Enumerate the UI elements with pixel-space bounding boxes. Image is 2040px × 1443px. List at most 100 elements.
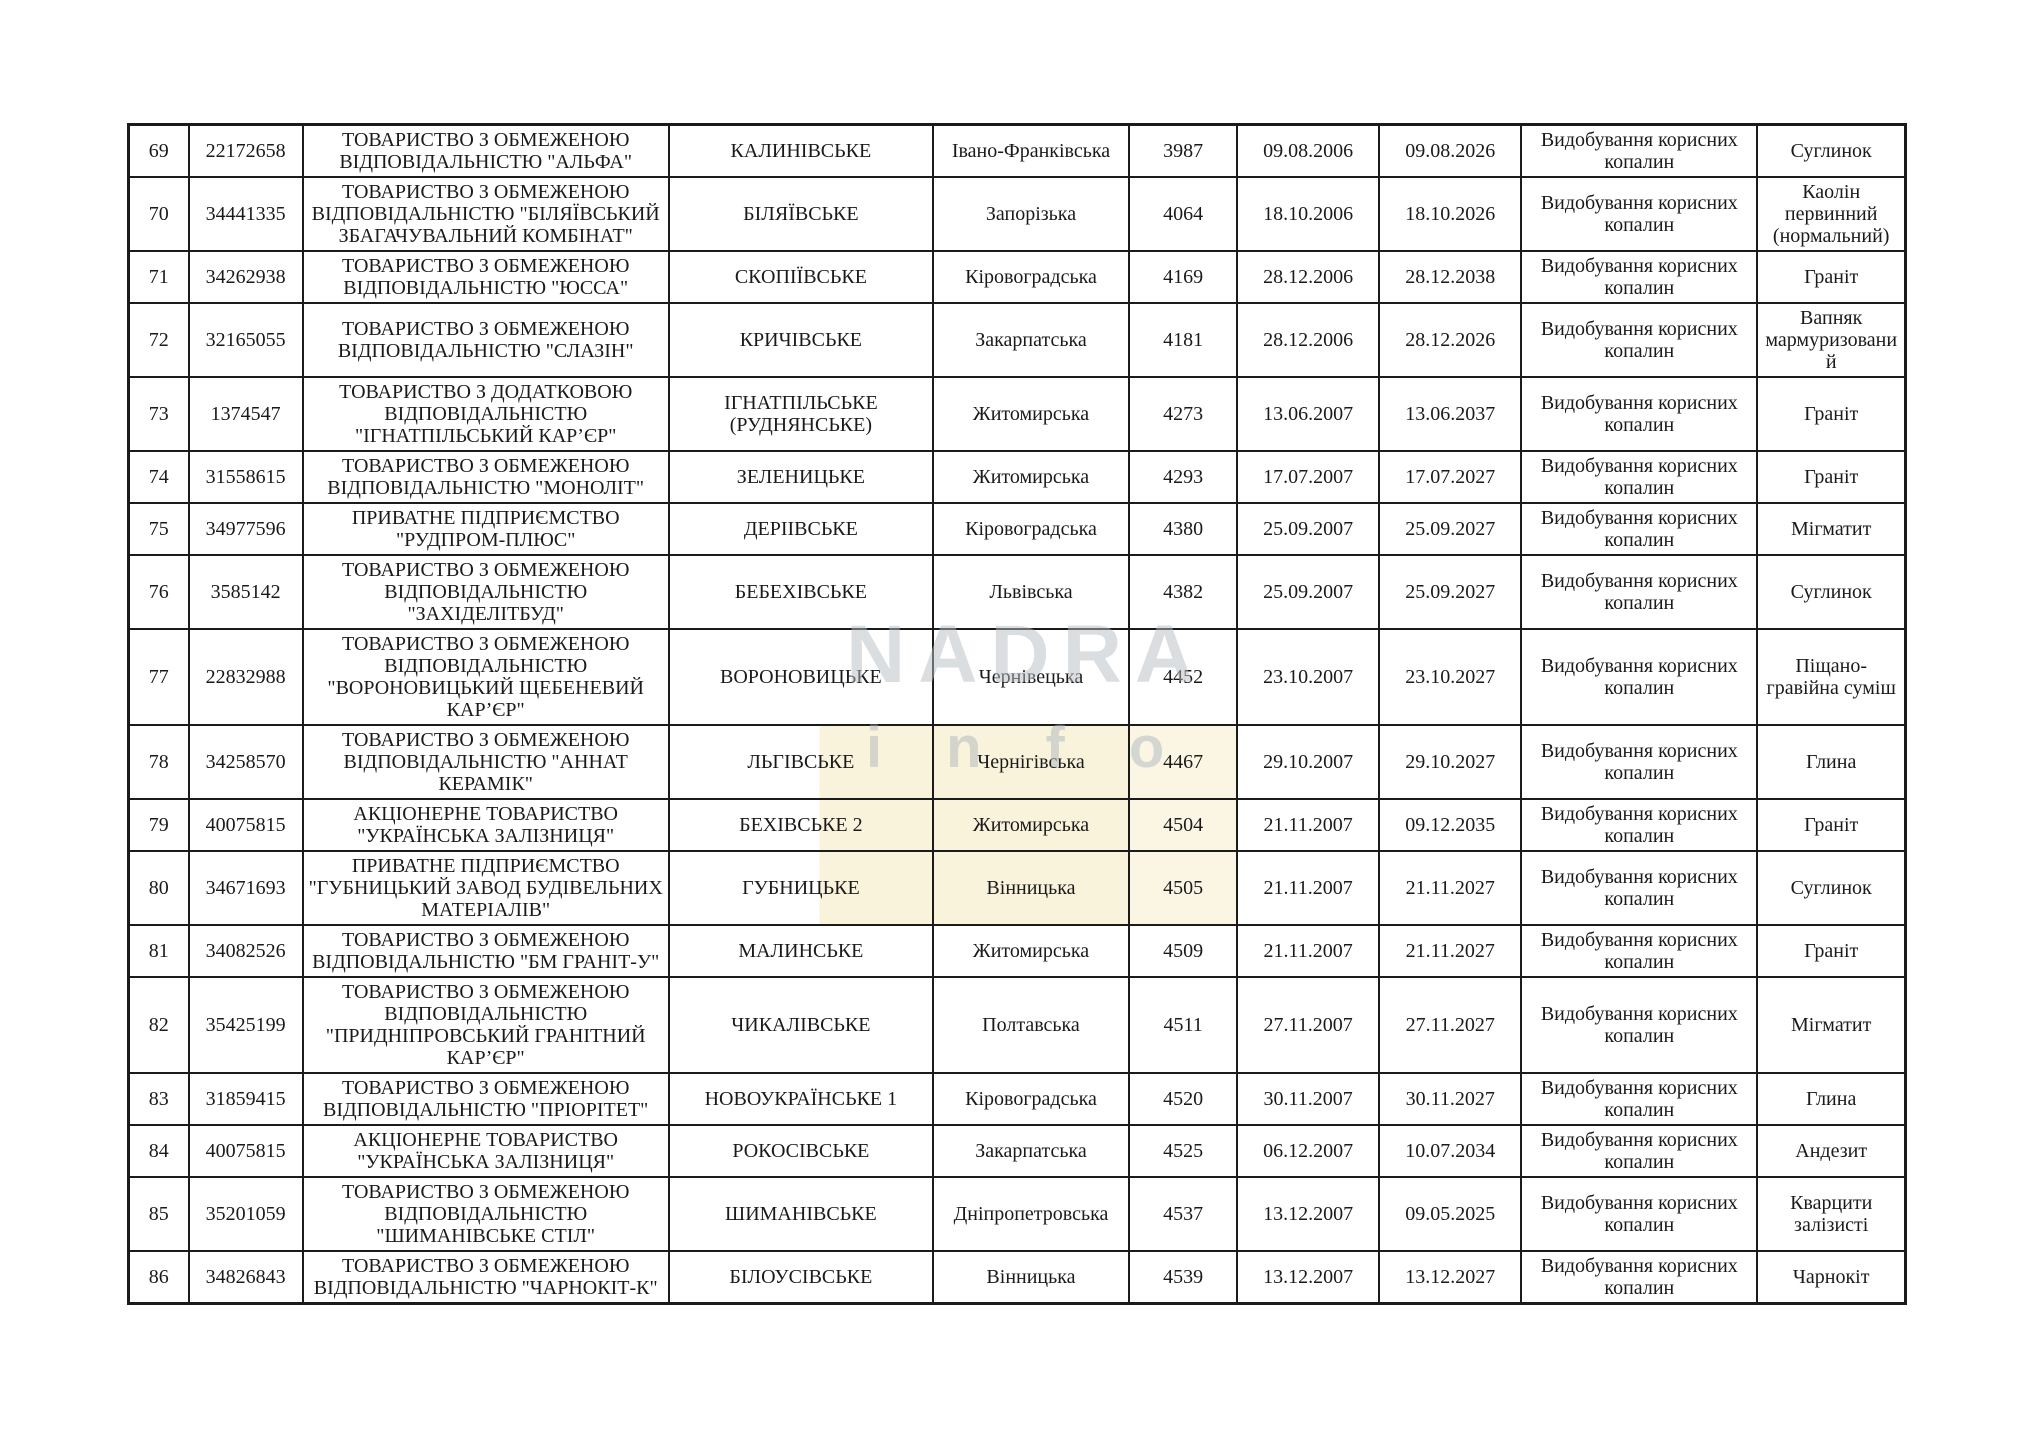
cell-license-number: 4511 [1128, 976, 1239, 1074]
cell-start-date: 13.12.2007 [1236, 1250, 1381, 1305]
cell-deposit-name: БЕБЕХІВСЬКЕ [667, 554, 934, 630]
cell-license-number: 4539 [1128, 1250, 1239, 1305]
cell-end-date: 17.07.2027 [1378, 450, 1523, 504]
cell-region: Житомирська [931, 798, 1131, 852]
cell-end-date: 13.06.2037 [1378, 376, 1523, 452]
cell-mineral: Каолін первинний (нормальний) [1756, 176, 1907, 252]
cell-start-date: 06.12.2007 [1236, 1124, 1381, 1178]
cell-index: 74 [127, 450, 190, 504]
cell-index: 77 [127, 628, 190, 726]
cell-end-date: 30.11.2027 [1378, 1072, 1523, 1126]
cell-company-name: ТОВАРИСТВО З ДОДАТКОВОЮ ВІДПОВІДАЛЬНІСТЮ… [301, 376, 670, 452]
cell-edrpou-code: 40075815 [187, 1124, 304, 1178]
cell-region: Житомирська [931, 450, 1131, 504]
cell-start-date: 21.11.2007 [1236, 850, 1381, 926]
cell-end-date: 23.10.2027 [1378, 628, 1523, 726]
license-registry-table: 69 22172658 ТОВАРИСТВО З ОБМЕЖЕНОЮ ВІДПО… [127, 123, 1907, 1305]
cell-company-name: ТОВАРИСТВО З ОБМЕЖЕНОЮ ВІДПОВІДАЛЬНІСТЮ … [301, 250, 670, 304]
cell-index: 72 [127, 302, 190, 378]
cell-deposit-name: ІГНАТПІЛЬСЬКЕ (РУДНЯНСЬКЕ) [667, 376, 934, 452]
cell-end-date: 10.07.2034 [1378, 1124, 1523, 1178]
cell-region: Житомирська [931, 376, 1131, 452]
cell-purpose: Видобування корисних копалин [1520, 724, 1759, 800]
cell-deposit-name: БІЛЯЇВСЬКЕ [667, 176, 934, 252]
cell-deposit-name: ГУБНИЦЬКЕ [667, 850, 934, 926]
cell-purpose: Видобування корисних копалин [1520, 302, 1759, 378]
cell-edrpou-code: 35201059 [187, 1176, 304, 1252]
cell-purpose: Видобування корисних копалин [1520, 798, 1759, 852]
cell-license-number: 4273 [1128, 376, 1239, 452]
table-row: 85 35201059 ТОВАРИСТВО З ОБМЕЖЕНОЮ ВІДПО… [127, 1176, 1907, 1252]
cell-deposit-name: МАЛИНСЬКЕ [667, 924, 934, 978]
cell-edrpou-code: 22832988 [187, 628, 304, 726]
cell-purpose: Видобування корисних копалин [1520, 924, 1759, 978]
cell-index: 81 [127, 924, 190, 978]
cell-edrpou-code: 34262938 [187, 250, 304, 304]
cell-company-name: ПРИВАТНЕ ПІДПРИЄМСТВО "РУДПРОМ-ПЛЮС" [301, 502, 670, 556]
cell-end-date: 13.12.2027 [1378, 1250, 1523, 1305]
cell-region: Закарпатська [931, 1124, 1131, 1178]
cell-deposit-name: ЧИКАЛІВСЬКЕ [667, 976, 934, 1074]
cell-license-number: 4064 [1128, 176, 1239, 252]
cell-purpose: Видобування корисних копалин [1520, 1176, 1759, 1252]
table-row: 76 3585142 ТОВАРИСТВО З ОБМЕЖЕНОЮ ВІДПОВ… [127, 554, 1907, 630]
cell-edrpou-code: 3585142 [187, 554, 304, 630]
cell-index: 80 [127, 850, 190, 926]
table-row: 83 31859415 ТОВАРИСТВО З ОБМЕЖЕНОЮ ВІДПО… [127, 1072, 1907, 1126]
cell-start-date: 23.10.2007 [1236, 628, 1381, 726]
cell-license-number: 4181 [1128, 302, 1239, 378]
cell-license-number: 4382 [1128, 554, 1239, 630]
cell-company-name: АКЦІОНЕРНЕ ТОВАРИСТВО "УКРАЇНСЬКА ЗАЛІЗН… [301, 1124, 670, 1178]
cell-edrpou-code: 35425199 [187, 976, 304, 1074]
table-row: 80 34671693 ПРИВАТНЕ ПІДПРИЄМСТВО "ГУБНИ… [127, 850, 1907, 926]
cell-deposit-name: ЗЕЛЕНИЦЬКЕ [667, 450, 934, 504]
cell-mineral: Кварцити залізисті [1756, 1176, 1907, 1252]
cell-region: Житомирська [931, 924, 1131, 978]
cell-company-name: АКЦІОНЕРНЕ ТОВАРИСТВО "УКРАЇНСЬКА ЗАЛІЗН… [301, 798, 670, 852]
cell-purpose: Видобування корисних копалин [1520, 976, 1759, 1074]
cell-purpose: Видобування корисних копалин [1520, 850, 1759, 926]
cell-deposit-name: ШИМАНІВСЬКЕ [667, 1176, 934, 1252]
cell-edrpou-code: 22172658 [187, 123, 304, 178]
cell-region: Чернігівська [931, 724, 1131, 800]
cell-index: 85 [127, 1176, 190, 1252]
cell-mineral: Граніт [1756, 924, 1907, 978]
cell-deposit-name: ДЕРІІВСЬКЕ [667, 502, 934, 556]
cell-end-date: 21.11.2027 [1378, 850, 1523, 926]
cell-company-name: ТОВАРИСТВО З ОБМЕЖЕНОЮ ВІДПОВІДАЛЬНІСТЮ … [301, 976, 670, 1074]
cell-edrpou-code: 31859415 [187, 1072, 304, 1126]
cell-start-date: 13.06.2007 [1236, 376, 1381, 452]
cell-end-date: 18.10.2026 [1378, 176, 1523, 252]
cell-license-number: 4509 [1128, 924, 1239, 978]
cell-mineral: Вапняк мармуризований [1756, 302, 1907, 378]
cell-region: Вінницька [931, 850, 1131, 926]
cell-mineral: Граніт [1756, 376, 1907, 452]
cell-region: Івано-Франківська [931, 123, 1131, 178]
cell-deposit-name: СКОПІЇВСЬКЕ [667, 250, 934, 304]
cell-mineral: Андезит [1756, 1124, 1907, 1178]
cell-mineral: Граніт [1756, 798, 1907, 852]
cell-region: Чернівецька [931, 628, 1131, 726]
cell-start-date: 28.12.2006 [1236, 302, 1381, 378]
cell-deposit-name: ЛЬГІВСЬКЕ [667, 724, 934, 800]
cell-index: 69 [127, 123, 190, 178]
cell-start-date: 27.11.2007 [1236, 976, 1381, 1074]
cell-deposit-name: НОВОУКРАЇНСЬКЕ 1 [667, 1072, 934, 1126]
cell-start-date: 17.07.2007 [1236, 450, 1381, 504]
cell-license-number: 4520 [1128, 1072, 1239, 1126]
cell-start-date: 09.08.2006 [1236, 123, 1381, 178]
cell-deposit-name: КАЛИНІВСЬКЕ [667, 123, 934, 178]
cell-purpose: Видобування корисних копалин [1520, 250, 1759, 304]
cell-edrpou-code: 32165055 [187, 302, 304, 378]
cell-index: 78 [127, 724, 190, 800]
cell-end-date: 09.08.2026 [1378, 123, 1523, 178]
table-row: 73 1374547 ТОВАРИСТВО З ДОДАТКОВОЮ ВІДПО… [127, 376, 1907, 452]
cell-start-date: 21.11.2007 [1236, 924, 1381, 978]
cell-start-date: 25.09.2007 [1236, 502, 1381, 556]
cell-purpose: Видобування корисних копалин [1520, 450, 1759, 504]
cell-purpose: Видобування корисних копалин [1520, 176, 1759, 252]
cell-company-name: ТОВАРИСТВО З ОБМЕЖЕНОЮ ВІДПОВІДАЛЬНІСТЮ … [301, 724, 670, 800]
cell-mineral: Піщано-гравійна суміш [1756, 628, 1907, 726]
cell-license-number: 4525 [1128, 1124, 1239, 1178]
cell-edrpou-code: 34082526 [187, 924, 304, 978]
